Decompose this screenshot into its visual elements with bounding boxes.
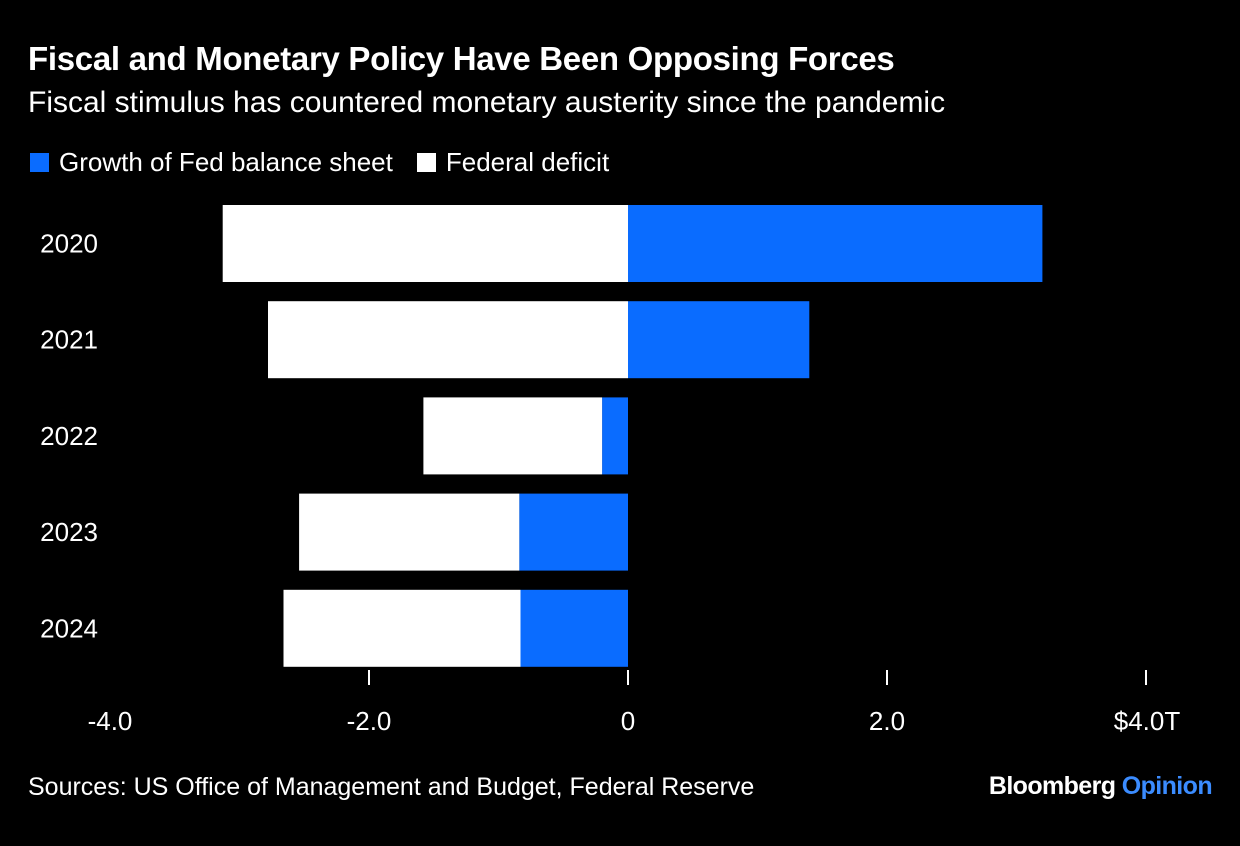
bar-federal-deficit-2020 <box>222 205 628 282</box>
y-tick-label-2023: 2023 <box>40 517 98 547</box>
brand-section: Opinion <box>1121 772 1213 800</box>
legend-label-federal-deficit: Federal deficit <box>445 147 610 177</box>
bar-fed-balance-sheet-2020 <box>628 205 1043 282</box>
y-tick-label-2022: 2022 <box>40 421 98 451</box>
bar-fed-balance-sheet-2024 <box>520 589 628 667</box>
bar-fed-balance-sheet-2021 <box>628 301 810 379</box>
bar-federal-deficit-2022 <box>423 397 603 475</box>
legend-swatch-federal-deficit <box>416 153 436 172</box>
bar-fed-balance-sheet-2022 <box>602 397 628 475</box>
chart-title: Fiscal and Monetary Policy Have Been Opp… <box>28 40 895 77</box>
x-tick-label-1: -2.0 <box>347 706 392 736</box>
y-tick-label-2021: 2021 <box>40 325 98 355</box>
brand-name: Bloomberg <box>988 772 1116 800</box>
bar-federal-deficit-2023 <box>299 493 520 571</box>
y-tick-label-2020: 2020 <box>40 229 98 259</box>
legend-item-federal-deficit: Federal deficit <box>416 147 610 178</box>
legend: Growth of Fed balance sheet Federal defi… <box>30 147 633 178</box>
bar-fed-balance-sheet-2023 <box>519 493 628 571</box>
x-tick-label-2: 0 <box>621 706 635 736</box>
bar-federal-deficit-2024 <box>283 589 521 667</box>
legend-swatch-fed-balance-sheet <box>30 153 49 172</box>
y-tick-label-2024: 2024 <box>40 613 98 643</box>
legend-label-fed-balance-sheet: Growth of Fed balance sheet <box>59 147 393 177</box>
bar-federal-deficit-2021 <box>268 301 628 379</box>
brand-logo: Bloomberg Opinion <box>988 772 1213 801</box>
x-tick-label-0: -4.0 <box>88 706 133 736</box>
source-note: Sources: US Office of Management and Bud… <box>28 773 755 801</box>
legend-item-fed-balance-sheet: Growth of Fed balance sheet <box>30 147 393 178</box>
chart-subtitle: Fiscal stimulus has countered monetary a… <box>28 86 946 119</box>
x-tick-label-4: $4.0T <box>1114 706 1181 736</box>
x-tick-label-3: 2.0 <box>869 706 905 736</box>
